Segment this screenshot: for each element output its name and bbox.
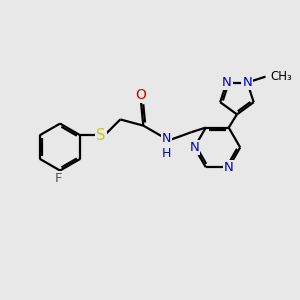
Text: O: O bbox=[136, 88, 146, 102]
Text: N: N bbox=[224, 161, 234, 174]
Text: N
H: N H bbox=[161, 132, 171, 160]
Text: N: N bbox=[190, 141, 199, 154]
Text: F: F bbox=[55, 172, 62, 185]
Text: CH₃: CH₃ bbox=[271, 70, 292, 83]
Text: N: N bbox=[242, 76, 252, 89]
Text: N: N bbox=[222, 76, 232, 89]
Text: S: S bbox=[96, 128, 106, 143]
